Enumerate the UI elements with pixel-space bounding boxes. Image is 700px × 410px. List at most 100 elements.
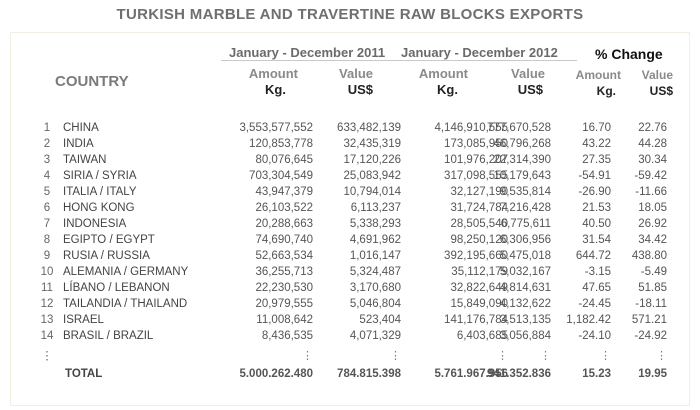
value-2011: 5,338,293 bbox=[349, 218, 401, 230]
kg-2011-header: Kg. bbox=[265, 82, 286, 97]
amount-2012: 4,146,910,555 bbox=[434, 122, 508, 134]
amount-2012: 28,505,540 bbox=[450, 218, 508, 230]
table-row: 9 RUSIA / RUSSIA 52,663,534 1,016,147 392,19… bbox=[11, 247, 691, 265]
usd-2012-header: US$ bbox=[517, 82, 543, 97]
table-row: 8 EGIPTO / EGYPT 74,690,740 4,691,962 98,250… bbox=[11, 231, 691, 249]
total-label: TOTAL bbox=[65, 368, 103, 380]
amount-2011: 80,076,645 bbox=[255, 154, 313, 166]
row-number: 2 bbox=[43, 138, 51, 150]
pct-change-amount: 40.50 bbox=[582, 218, 611, 230]
total-value-2011: 784.815.398 bbox=[337, 368, 401, 380]
table-row: 12 TAILANDIA / THAILAND 20,979,555 5,046,80… bbox=[11, 295, 691, 313]
row-number: 3 bbox=[43, 154, 51, 166]
value-2012: 10,179,643 bbox=[493, 170, 551, 182]
value-2011: 3,170,680 bbox=[349, 282, 401, 294]
kg-2012-header: Kg. bbox=[437, 82, 458, 97]
row-number: 8 bbox=[43, 234, 51, 246]
table-row: 11 LÍBANO / LEBANON 22,230,530 3,170,680 32,… bbox=[11, 279, 691, 297]
pct-change-amount: 43.22 bbox=[582, 138, 611, 150]
country-name: INDONESIA bbox=[63, 218, 127, 230]
total-value-2012: 941.352.836 bbox=[487, 368, 551, 380]
row-number: 14 bbox=[40, 330, 54, 342]
value-2011: 4,691,962 bbox=[349, 234, 401, 246]
value-2011: 17,120,226 bbox=[343, 154, 401, 166]
row-number: 1 bbox=[43, 122, 51, 134]
amount-2011: 36,255,713 bbox=[255, 266, 313, 278]
country-name: HONG KONG bbox=[63, 202, 135, 214]
table-row: 4 SIRIA / SYRIA 703,304,549 25,083,942 317,0… bbox=[11, 167, 691, 185]
amount-2012: 31,724,784 bbox=[450, 202, 508, 214]
pct-change-value: 18.05 bbox=[638, 202, 667, 214]
amount-2011: 74,690,740 bbox=[255, 234, 313, 246]
pct-change-amount: 31.54 bbox=[582, 234, 611, 246]
amount-2012-header: Amount bbox=[418, 66, 468, 81]
exports-table: January - December 2011 January - Decemb… bbox=[10, 32, 690, 406]
ellipsis: ⋮ bbox=[497, 350, 508, 362]
total-amount-2012: 5.761.967.956 bbox=[434, 368, 508, 380]
amount-2011: 703,304,549 bbox=[249, 170, 313, 182]
row-number: 7 bbox=[43, 218, 51, 230]
country-name: RUSIA / RUSSIA bbox=[63, 250, 150, 262]
pct-change-header: % Change bbox=[595, 46, 663, 62]
pct-change-value: 26.92 bbox=[638, 218, 667, 230]
value-2012: 3,513,135 bbox=[499, 314, 551, 326]
pct-change-value: 34.42 bbox=[638, 234, 667, 246]
country-name: ISRAEL bbox=[63, 314, 104, 326]
country-name: ALEMANIA / GERMANY bbox=[63, 266, 189, 278]
table-row: 7 INDONESIA 20,288,663 5,338,293 28,505,540 6… bbox=[11, 215, 691, 233]
pct-change-value: 571.21 bbox=[631, 314, 667, 326]
value-2011: 1,016,147 bbox=[349, 250, 401, 262]
pct-change-value: -5.49 bbox=[640, 266, 667, 278]
amount-2011: 120,853,778 bbox=[249, 138, 313, 150]
ellipsis: ⋮ bbox=[390, 350, 401, 362]
amount-2011: 20,979,555 bbox=[255, 298, 313, 310]
pct-change-amount: 21.53 bbox=[582, 202, 611, 214]
table-row: 14 BRASIL / BRAZIL 8,436,535 4,071,329 6,403… bbox=[11, 327, 691, 345]
ellipsis: ⋮ bbox=[656, 350, 667, 362]
total-pct-amount: 15.23 bbox=[582, 368, 611, 380]
amount-2011: 20,288,663 bbox=[255, 218, 313, 230]
pct-change-amount: 1,182.42 bbox=[566, 314, 611, 326]
country-name: CHINA bbox=[63, 122, 99, 134]
country-name: TAILANDIA / THAILAND bbox=[63, 298, 188, 310]
total-row: TOTAL 5.000.262.480 784.815.398 5.761.96… bbox=[11, 365, 691, 383]
amount-2011: 3,553,577,552 bbox=[239, 122, 313, 134]
value-2011-header: Value bbox=[339, 66, 373, 81]
value-2012: 3,056,884 bbox=[499, 330, 551, 342]
country-name: ITALIA / ITALY bbox=[63, 186, 137, 198]
value-2012: 5,475,018 bbox=[499, 250, 551, 262]
amount-2012: 32,127,190 bbox=[450, 186, 508, 198]
country-name: BRASIL / BRAZIL bbox=[63, 330, 154, 342]
amount-2012: 98,250,120 bbox=[450, 234, 508, 246]
amount-2011: 43,947,379 bbox=[255, 186, 313, 198]
pct-change-amount: 16.70 bbox=[582, 122, 611, 134]
table-row: 13 ISRAEL 11,008,642 523,404 141,176,784 3,51… bbox=[11, 311, 691, 329]
amount-2011-header: Amount bbox=[248, 66, 298, 81]
pct-change-value: -59.42 bbox=[634, 170, 667, 182]
value-2011: 25,083,942 bbox=[343, 170, 401, 182]
pct-change-amount: -26.90 bbox=[578, 186, 611, 198]
country-name: EGIPTO / EGYPT bbox=[63, 234, 155, 246]
pct-change-value: 22.76 bbox=[638, 122, 667, 134]
pct-change-value: 30.34 bbox=[638, 154, 667, 166]
value-pct-header: Value bbox=[641, 68, 673, 82]
amount-2012: 141,176,784 bbox=[444, 314, 508, 326]
table-row: 2 INDIA 120,853,778 32,435,319 173,085,950 46… bbox=[11, 135, 691, 153]
country-name: INDIA bbox=[63, 138, 94, 150]
value-2011: 4,071,329 bbox=[349, 330, 401, 342]
amount-2012: 35,112,179 bbox=[451, 266, 508, 278]
pct-change-value: 51.85 bbox=[638, 282, 667, 294]
row-number: 9 bbox=[43, 250, 51, 262]
amount-2011: 11,008,642 bbox=[256, 314, 313, 326]
value-2012-header: Value bbox=[511, 66, 545, 81]
row-number: 12 bbox=[40, 298, 54, 310]
value-2012: 6,775,611 bbox=[500, 218, 551, 230]
ellipsis: ⋮ bbox=[540, 350, 551, 362]
amount-2012: 392,195,660 bbox=[444, 250, 508, 262]
table-row: 6 HONG KONG 26,103,522 6,113,237 31,724,784 7… bbox=[11, 199, 691, 217]
row-number: 11 bbox=[41, 282, 53, 294]
row-number: 5 bbox=[43, 186, 51, 198]
value-2011: 633,482,139 bbox=[337, 122, 401, 134]
amount-pct-header: Amount bbox=[575, 68, 621, 82]
value-2012: 777,670,528 bbox=[487, 122, 551, 134]
